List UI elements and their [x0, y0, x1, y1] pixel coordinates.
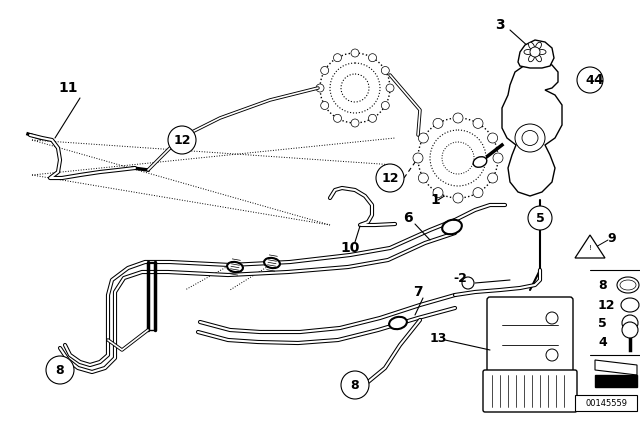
Ellipse shape: [538, 49, 546, 55]
Polygon shape: [575, 235, 605, 258]
Circle shape: [530, 47, 540, 57]
Circle shape: [351, 119, 359, 127]
Circle shape: [381, 66, 389, 74]
Text: 8: 8: [56, 363, 64, 376]
Text: 12: 12: [598, 298, 616, 311]
Ellipse shape: [536, 42, 541, 50]
Polygon shape: [595, 360, 637, 375]
Circle shape: [462, 277, 474, 289]
Text: 3: 3: [495, 18, 505, 32]
Circle shape: [321, 102, 329, 109]
Ellipse shape: [389, 317, 407, 329]
FancyBboxPatch shape: [487, 297, 573, 373]
Text: -2: -2: [453, 271, 467, 284]
Ellipse shape: [515, 124, 545, 152]
Circle shape: [488, 173, 498, 183]
Ellipse shape: [264, 258, 280, 268]
Text: 4: 4: [598, 336, 607, 349]
Text: 4: 4: [593, 73, 603, 87]
Circle shape: [316, 84, 324, 92]
Circle shape: [528, 206, 552, 230]
Circle shape: [442, 142, 474, 174]
Text: 5: 5: [536, 211, 545, 224]
Circle shape: [419, 173, 428, 183]
Bar: [595, 375, 637, 387]
Polygon shape: [518, 40, 554, 68]
Text: 1: 1: [430, 193, 440, 207]
Circle shape: [473, 118, 483, 129]
Circle shape: [330, 63, 380, 113]
Text: 12: 12: [381, 172, 399, 185]
Circle shape: [418, 118, 498, 198]
Circle shape: [386, 84, 394, 92]
FancyBboxPatch shape: [483, 370, 577, 412]
Circle shape: [320, 53, 390, 123]
Bar: [575, 395, 637, 411]
Circle shape: [351, 49, 359, 57]
Circle shape: [333, 54, 342, 62]
Ellipse shape: [529, 54, 534, 62]
Ellipse shape: [442, 220, 462, 234]
Ellipse shape: [227, 262, 243, 272]
Circle shape: [376, 164, 404, 192]
Text: 11: 11: [58, 81, 77, 95]
Text: 7: 7: [413, 285, 423, 299]
Circle shape: [419, 133, 428, 143]
Text: 12: 12: [173, 134, 191, 146]
Text: 5: 5: [598, 316, 607, 329]
Circle shape: [622, 322, 638, 338]
Ellipse shape: [524, 49, 532, 55]
Circle shape: [321, 66, 329, 74]
Circle shape: [473, 188, 483, 198]
Circle shape: [453, 113, 463, 123]
Circle shape: [493, 153, 503, 163]
Circle shape: [622, 315, 638, 331]
Text: 10: 10: [340, 241, 360, 255]
Circle shape: [453, 193, 463, 203]
Text: 6: 6: [403, 211, 413, 225]
Ellipse shape: [473, 157, 487, 167]
Circle shape: [381, 102, 389, 109]
Circle shape: [341, 74, 369, 102]
Text: !: !: [589, 245, 591, 251]
Circle shape: [413, 153, 423, 163]
Circle shape: [546, 349, 558, 361]
Circle shape: [341, 371, 369, 399]
Polygon shape: [502, 62, 562, 196]
Circle shape: [433, 118, 443, 129]
Text: 4: 4: [586, 73, 595, 86]
Ellipse shape: [536, 54, 541, 62]
Circle shape: [369, 114, 376, 122]
Circle shape: [168, 126, 196, 154]
Ellipse shape: [522, 130, 538, 146]
Circle shape: [369, 54, 376, 62]
Text: 8: 8: [598, 279, 607, 292]
Circle shape: [546, 312, 558, 324]
Text: 13: 13: [430, 332, 447, 345]
Circle shape: [333, 114, 342, 122]
Ellipse shape: [529, 42, 534, 50]
Text: 8: 8: [351, 379, 359, 392]
Circle shape: [433, 188, 443, 198]
Text: 00145559: 00145559: [585, 399, 627, 408]
Circle shape: [577, 67, 603, 93]
Circle shape: [430, 130, 486, 186]
Circle shape: [488, 133, 498, 143]
Text: 9: 9: [608, 232, 616, 245]
Circle shape: [46, 356, 74, 384]
